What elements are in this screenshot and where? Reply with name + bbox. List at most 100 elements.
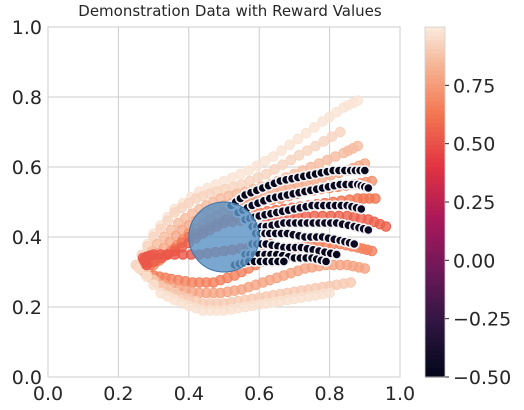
data-point [362,182,374,194]
colorbar-segment [425,48,445,54]
colorbar-segment [425,31,445,37]
colorbar-segment [425,258,445,264]
data-point [309,122,320,133]
colorbar-segment [425,88,445,94]
x-tick-label: 1.0 [385,383,415,405]
data-point [285,154,297,166]
colorbar-segment [425,175,445,181]
data-point [260,168,272,180]
y-axis-ticks: 0.0 0.2 0.4 0.6 0.8 1.0 [12,17,42,389]
data-point [284,139,296,151]
colorbar-segment [425,280,445,286]
colorbar-segment [425,206,445,212]
colorbar-segment [425,44,445,50]
colorbar-segment [425,359,445,365]
colorbar-segment [425,57,445,63]
colorbar-segment [425,254,445,260]
x-tick-label: 0.0 [33,383,63,405]
data-point [243,165,254,176]
data-point [352,95,364,106]
data-point [359,263,371,274]
colorbar-segment [425,66,445,72]
data-point [331,249,343,260]
colorbar-segment [425,35,445,41]
colorbar-segment [425,101,445,107]
data-point [370,193,381,204]
data-point [141,271,152,282]
data-point [380,221,392,232]
y-tick-label: 0.0 [12,367,42,389]
colorbar-tick-label: 0.50 [453,134,495,156]
colorbar-segment [425,40,445,46]
colorbar-segment [425,368,445,374]
data-point [259,155,271,167]
data-point [292,133,304,145]
colorbar-segment [425,184,445,190]
colorbar-segment [425,188,445,194]
data-point [352,140,364,152]
colorbar-segment [425,289,445,295]
data-point [318,136,330,147]
colorbar-segment [425,127,445,133]
data-point [302,145,313,156]
colorbar-segment [425,75,445,81]
data-point [320,256,332,267]
data-point [334,126,346,138]
colorbar-segment [425,210,445,216]
colorbar-segment [425,267,445,273]
colorbar-segment [425,110,445,116]
colorbar-segment [425,272,445,277]
colorbar-segment [425,27,445,32]
colorbar-segment [425,342,445,347]
colorbar-segment [425,315,445,321]
colorbar-segment [425,162,445,168]
colorbar-tick-label: −0.25 [453,309,511,331]
colorbar-segment [425,105,445,111]
colorbar-tick-label: 0.25 [453,192,495,214]
data-point [326,131,338,142]
colorbar-segment [425,372,445,378]
chart-title: Demonstration Data with Reward Values [78,2,382,20]
colorbar-segment [425,158,445,164]
colorbar-segment [425,285,445,291]
colorbar-segment [425,79,445,85]
colorbar-segment [425,62,445,67]
colorbar-segment [425,355,445,361]
colorbar-segment [425,53,445,59]
colorbar-segment [425,132,445,137]
colorbar-segment [425,346,445,352]
colorbar-segment [425,167,445,172]
colorbar-segment [425,193,445,199]
colorbar-segment [425,114,445,120]
colorbar: −0.50 −0.25 0.00 0.25 0.50 0.75 [424,26,511,389]
colorbar-segment [425,223,445,229]
colorbar-tick-label: 0.75 [453,75,495,97]
colorbar-segment [425,97,445,102]
colorbar-segment [425,180,445,186]
colorbar-segment [425,219,445,225]
data-point [355,203,367,215]
colorbar-segment [425,293,445,299]
data-point [362,224,374,236]
colorbar-segment [425,328,445,334]
data-point [293,150,305,161]
colorbar-segment [425,118,445,124]
x-tick-label: 0.6 [244,383,274,405]
colorbar-segment [425,123,445,129]
colorbar-segment [425,263,445,269]
colorbar-segment [425,83,445,89]
colorbar-segment [425,215,445,221]
colorbar-segment [425,228,445,234]
colorbar-segment [425,324,445,330]
data-point [324,287,335,299]
data-point [269,164,280,175]
colorbar-segment [425,237,445,242]
y-tick-label: 0.8 [12,87,42,109]
data-point [277,159,288,170]
colorbar-segment [425,245,445,251]
x-axis-ticks: 0.0 0.2 0.4 0.6 0.8 1.0 [33,383,415,405]
colorbar-segment [425,197,445,203]
colorbar-segment [425,153,445,159]
colorbar-segment [425,320,445,326]
